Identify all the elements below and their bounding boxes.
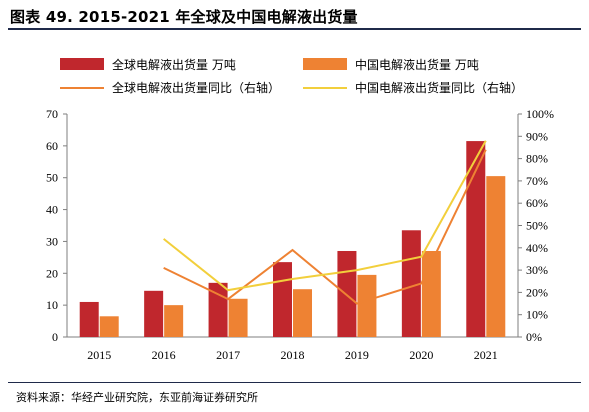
title-divider [8,28,581,30]
bar-china [99,316,119,337]
bar-global [273,262,292,337]
y-left-tick-label: 40 [46,203,58,217]
bar-china [228,298,248,337]
y-right-tick-label: 0% [526,330,542,344]
y-right-tick-label: 60% [526,196,548,210]
y-right-tick-label: 10% [526,308,548,322]
x-tick-label: 2017 [216,348,240,362]
legend-label-china-line: 中国电解液出货量同比（右轴） [355,80,523,95]
legend-label-global-bar: 全球电解液出货量 万吨 [112,57,236,72]
legend: 全球电解液出货量 万吨 中国电解液出货量 万吨 全球电解液出货量同比（右轴） 中… [60,57,523,95]
y-right-tick-label: 80% [526,152,548,166]
legend-swatch-china-bar [303,58,347,70]
y-right-tick-label: 40% [526,241,548,255]
x-tick-label: 2021 [474,348,498,362]
y-left-tick-label: 0 [52,330,58,344]
bar-global [79,301,99,337]
y-right-tick-label: 50% [526,219,548,233]
y-left-tick-label: 10 [46,298,58,312]
bar-china [357,274,377,337]
bar-china [486,176,506,337]
line-china-yoy [163,140,487,292]
y-left-tick-label: 30 [46,234,58,248]
source-note: 资料来源：华经产业研究院，东亚前海证券研究所 [16,391,258,404]
plot-area: 0 10 20 30 40 50 60 70 0% 10% 20% 30% 40% 50% 60% 70% 80… [46,107,554,362]
legend-label-global-line: 全球电解液出货量同比（右轴） [112,80,280,95]
y-left-tick-label: 50 [46,171,58,185]
legend-label-china-bar: 中国电解液出货量 万吨 [355,57,479,72]
legend-swatch-global-bar [60,58,104,70]
bar-china [164,305,184,337]
y-right-tick-label: 20% [526,285,548,299]
x-tick-label: 2015 [87,348,111,362]
line-global-yoy [163,149,487,305]
chart-title: 图表 49. 2015-2021 年全球及中国电解液出货量 [10,8,358,26]
y-left-tick-label: 70 [46,107,58,121]
bar-global [466,141,486,337]
bar-global [144,290,164,337]
bar-china [293,289,312,337]
x-tick-label: 2019 [345,348,369,362]
y-left-tick-label: 60 [46,139,58,153]
y-left-tick-label: 20 [46,266,58,280]
y-right-tick-label: 30% [526,263,548,277]
x-tick-label: 2016 [152,348,176,362]
x-tick-label: 2020 [409,348,433,362]
x-tick-label: 2018 [281,348,305,362]
y-right-tick-label: 100% [526,107,554,121]
y-right-tick-label: 70% [526,174,548,188]
footer-divider [8,382,581,383]
y-right-tick-label: 90% [526,129,548,143]
